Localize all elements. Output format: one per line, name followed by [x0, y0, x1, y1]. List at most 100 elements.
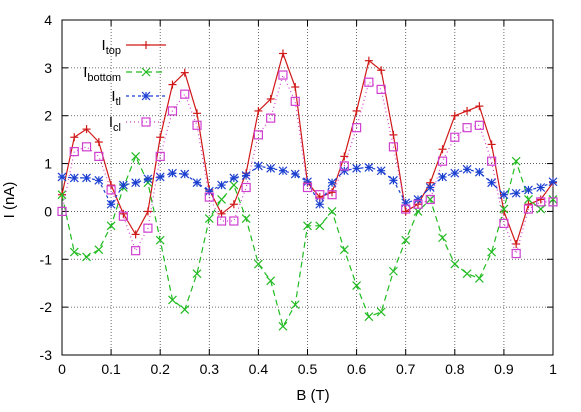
x-axis-ticks: 0 0.1 0.2 0.3 0.4 0.5 0.6 0.7 0.8 0.9 1: [58, 20, 557, 377]
y-tick-label: 0: [44, 203, 52, 219]
x-tick-label: 0.7: [396, 361, 416, 377]
data-point-top: [401, 207, 410, 216]
legend-marker: [141, 67, 151, 77]
x-tick-label: 1: [549, 361, 557, 377]
data-point-cl: [511, 248, 521, 259]
legend-entry-cl: Icl: [109, 114, 166, 134]
data-point-cl: [302, 182, 313, 193]
data-point-tl: [511, 188, 521, 198]
data-point-cl: [155, 151, 165, 161]
data-point-top: [352, 106, 361, 115]
data-point-cl: [253, 130, 263, 140]
legend-label: Ibottom: [83, 64, 121, 84]
data-point-top: [524, 200, 533, 209]
data-point-top: [475, 102, 484, 111]
data-point-bottom: [389, 266, 398, 276]
data-point-cl: [278, 70, 288, 80]
data-point-tl: [499, 190, 509, 200]
legend-label: Itl: [111, 88, 121, 108]
series: [57, 49, 558, 331]
data-point-cl: [229, 216, 239, 226]
legend-label: Itop: [102, 37, 121, 57]
data-point-bottom: [364, 312, 374, 322]
data-point-bottom: [131, 151, 141, 161]
data-point-bottom: [487, 247, 497, 257]
data-point-tl: [339, 166, 349, 176]
x-axis-label: B (T): [296, 387, 329, 404]
legend-marker: [142, 41, 150, 49]
data-point-tl: [462, 164, 472, 174]
series-tl: [57, 161, 558, 209]
data-point-tl: [168, 168, 177, 178]
x-tick-label: 0.9: [494, 361, 514, 377]
data-point-cl: [376, 84, 386, 94]
data-point-cl: [69, 147, 79, 157]
data-point-top: [438, 145, 447, 154]
data-point-tl: [180, 169, 190, 179]
data-point-cl: [487, 156, 497, 166]
data-point-top: [364, 56, 373, 65]
data-point-top: [82, 125, 91, 134]
data-point-top: [180, 68, 189, 77]
data-point-tl: [229, 173, 239, 183]
data-point-tl: [438, 172, 447, 182]
data-point-cl: [523, 204, 534, 214]
data-point-cl: [204, 192, 214, 202]
data-point-cl: [352, 123, 362, 133]
plot-border: [61, 19, 554, 356]
data-point-tl: [278, 166, 288, 176]
data-point-cl: [131, 246, 141, 256]
legend-entry-tl: Itl: [111, 88, 166, 108]
legend-label: Icl: [109, 114, 121, 134]
data-point-bottom: [401, 235, 411, 245]
data-point-bottom: [462, 269, 472, 279]
data-point-top: [193, 109, 202, 118]
data-point-cl: [462, 123, 472, 133]
data-point-cl: [327, 190, 337, 200]
x-tick-label: 0: [58, 361, 66, 377]
data-point-bottom: [82, 252, 91, 262]
y-tick-label: -1: [40, 251, 53, 267]
data-point-cl: [106, 185, 116, 195]
data-point-bottom: [69, 247, 79, 257]
y-axis-label: I (nA): [1, 182, 18, 219]
legend-entry-top: Itop: [102, 37, 166, 57]
data-point-tl: [327, 178, 337, 188]
x-tick-label: 0.8: [445, 361, 465, 377]
data-point-tl: [389, 175, 398, 185]
data-point-cl: [180, 89, 190, 99]
data-point-top: [266, 94, 275, 103]
data-point-cl: [118, 211, 128, 221]
series-cl: [57, 70, 558, 259]
data-point-bottom: [315, 221, 325, 231]
y-tick-label: 1: [44, 156, 52, 172]
data-point-cl: [241, 182, 251, 193]
data-point-bottom: [450, 259, 460, 269]
data-point-bottom: [241, 214, 251, 224]
data-point-bottom: [524, 195, 533, 204]
y-axis-ticks: -3 -2 -1 0 1 2 3 4: [40, 12, 553, 363]
data-point-bottom: [438, 233, 447, 243]
data-point-bottom: [94, 245, 104, 255]
legend: Itop Ibottom Itl Icl: [83, 37, 166, 134]
x-tick-label: 0.5: [298, 361, 318, 377]
data-point-cl: [474, 120, 484, 130]
data-point-bottom: [266, 276, 276, 286]
data-point-tl: [413, 195, 423, 204]
x-tick-label: 0.3: [200, 361, 220, 377]
data-point-bottom: [376, 307, 386, 317]
y-tick-label: -2: [40, 299, 53, 315]
data-point-tl: [290, 169, 300, 179]
data-point-cl: [499, 218, 509, 228]
data-point-bottom: [168, 295, 177, 305]
data-point-tl: [69, 173, 79, 183]
x-tick-label: 0.4: [249, 361, 269, 377]
data-point-cl: [339, 161, 349, 171]
data-point-cl: [81, 142, 92, 152]
data-point-bottom: [425, 195, 435, 204]
data-point-tl: [82, 173, 91, 183]
data-point-cl: [192, 120, 202, 130]
data-point-cl: [413, 199, 423, 209]
data-point-top: [254, 106, 263, 115]
data-point-cl: [216, 216, 227, 226]
